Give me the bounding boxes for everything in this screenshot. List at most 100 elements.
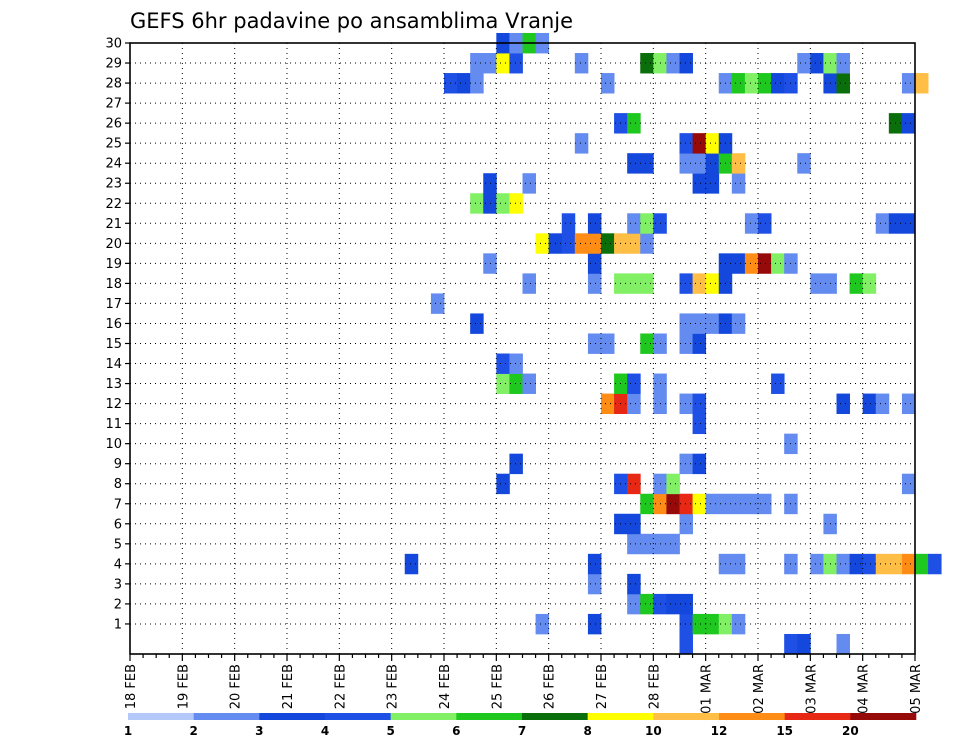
colorbar: 1 2 3 4 5 6 7 8 10 12 15 20 — [124, 713, 917, 738]
y-tick-label: 22 — [105, 197, 122, 212]
heatmap-cell — [744, 213, 759, 234]
heatmap-cell — [587, 573, 602, 595]
heatmap-cell — [810, 553, 824, 575]
heatmap-cell — [692, 413, 707, 435]
heatmap-cell — [862, 393, 877, 414]
colorbar-label: 2 — [189, 724, 197, 738]
heatmap-cell — [928, 553, 942, 575]
heatmap-cell — [574, 53, 589, 74]
heatmap-cell — [535, 613, 550, 635]
heatmap-cell — [901, 113, 916, 134]
heatmap-cell — [640, 213, 654, 234]
heatmap-cell — [731, 613, 746, 635]
heatmap-cell — [744, 493, 759, 515]
heatmap-cell — [771, 373, 785, 394]
heatmap-cell — [836, 53, 850, 74]
colorbar-label: 15 — [776, 724, 793, 738]
heatmap-cell — [574, 233, 589, 254]
heatmap-cell — [587, 553, 602, 575]
heatmap-cell — [679, 313, 693, 334]
heatmap-cell — [627, 153, 641, 174]
heatmap-cell — [705, 153, 720, 174]
heatmap-cell — [836, 553, 850, 575]
x-tick-label: 01 MAR — [700, 664, 715, 714]
y-tick-label: 1 — [114, 617, 122, 632]
heatmap-cell — [522, 273, 536, 294]
heatmap-cell — [836, 73, 850, 94]
heatmap-cell — [496, 193, 510, 214]
heatmap-cell — [666, 493, 680, 515]
heatmap-cell — [470, 313, 484, 334]
heatmap-cell — [705, 313, 720, 334]
heatmap-cell — [496, 373, 510, 394]
heatmap-cell — [771, 73, 785, 94]
heatmap-cell — [483, 253, 497, 274]
colorbar-segment — [456, 713, 523, 720]
heatmap-cell — [731, 493, 746, 515]
y-tick-label: 3 — [114, 577, 122, 592]
y-tick-label: 29 — [105, 57, 122, 72]
x-tick-label: 04 MAR — [857, 664, 872, 714]
heatmap-cell — [509, 373, 523, 394]
heatmap-cell — [587, 333, 602, 354]
x-tick-label: 05 MAR — [909, 664, 924, 714]
x-tick-label: 26 FEB — [543, 664, 558, 709]
heatmap-cell — [731, 553, 746, 575]
y-tick-label: 9 — [114, 457, 122, 472]
heatmap-cell — [457, 73, 471, 94]
colorbar-segment — [259, 713, 326, 720]
heatmap-cell — [509, 193, 523, 214]
heatmap-cell — [705, 173, 720, 194]
heatmap-cell — [404, 553, 419, 575]
colorbar-label: 3 — [255, 724, 263, 738]
heatmap-cell — [679, 613, 693, 635]
heatmap-cell — [810, 273, 824, 294]
colorbar-label: 8 — [583, 724, 591, 738]
colorbar-segment — [784, 713, 851, 720]
heatmap-cell — [797, 53, 811, 74]
heatmap-cell — [627, 473, 641, 495]
chart-title: GEFS 6hr padavine po ansamblima Vranje — [130, 9, 573, 33]
heatmap-cell — [744, 253, 759, 274]
colorbar-label: 10 — [645, 724, 662, 738]
colorbar-segment — [390, 713, 457, 720]
heatmap-cell — [509, 353, 523, 374]
y-tick-label: 10 — [105, 437, 122, 452]
heatmap-cell — [483, 193, 497, 214]
heatmap-cell — [731, 253, 746, 274]
heatmap-cell — [692, 133, 707, 154]
heatmap-cell — [705, 493, 720, 515]
heatmap-cell — [587, 613, 602, 635]
x-tick-label: 27 FEB — [595, 664, 610, 709]
y-tick-label: 8 — [114, 477, 122, 492]
heatmap-cell — [627, 573, 641, 595]
heatmap-cell — [875, 393, 890, 414]
y-tick-label: 28 — [105, 77, 122, 92]
x-tick-label: 23 FEB — [386, 664, 401, 709]
heatmap-cell — [901, 213, 916, 234]
colorbar-segment — [653, 713, 720, 720]
heatmap-cell — [640, 593, 654, 615]
heatmap-cell — [627, 233, 641, 254]
colorbar-label: 4 — [321, 724, 329, 738]
heatmap-cell — [849, 273, 864, 294]
heatmap-cell — [692, 273, 707, 294]
heatmap-cell — [849, 553, 864, 575]
heatmap-cell — [679, 53, 693, 74]
y-tick-label: 11 — [105, 417, 122, 432]
colorbar-segment — [522, 713, 588, 720]
heatmap-cell — [692, 153, 707, 174]
heatmap-cell — [561, 233, 576, 254]
heatmap-cell — [901, 393, 916, 414]
colorbar-label: 5 — [386, 724, 394, 738]
heatmap-cell — [862, 273, 877, 294]
heatmap-cell — [627, 113, 641, 134]
heatmap-cell — [470, 73, 484, 94]
heatmap-cell — [627, 393, 641, 414]
heatmap-cell — [679, 393, 693, 414]
heatmap-cell — [627, 213, 641, 234]
heatmap-cell — [522, 373, 536, 394]
heatmap-cell — [679, 593, 693, 615]
y-tick-label: 17 — [105, 297, 122, 312]
heatmap-cell — [640, 273, 654, 294]
